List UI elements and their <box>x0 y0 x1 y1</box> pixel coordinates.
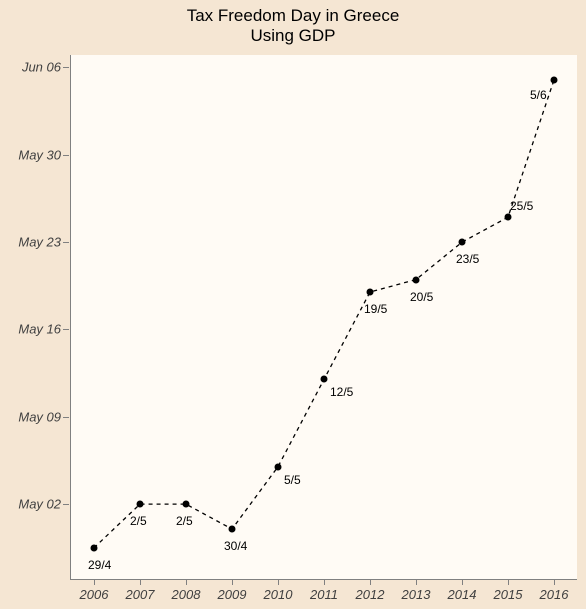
data-point <box>367 289 374 296</box>
x-axis-label: 2008 <box>172 587 201 602</box>
data-point <box>505 214 512 221</box>
x-axis-label: 2011 <box>310 587 338 602</box>
y-tick <box>63 417 69 418</box>
data-line <box>71 55 577 579</box>
y-axis-label: May 30 <box>18 147 61 162</box>
data-point-label: 20/5 <box>410 290 433 304</box>
x-tick <box>140 579 141 585</box>
data-point-label: 2/5 <box>176 514 193 528</box>
x-tick <box>186 579 187 585</box>
x-tick <box>416 579 417 585</box>
chart-title-line2: Using GDP <box>250 26 335 45</box>
y-axis-label: May 09 <box>18 409 61 424</box>
data-point <box>459 239 466 246</box>
y-axis-label: Jun 06 <box>22 60 61 75</box>
data-point-label: 25/5 <box>510 199 533 213</box>
y-axis-label: May 02 <box>18 497 61 512</box>
data-point-label: 29/4 <box>88 558 111 572</box>
data-point <box>137 501 144 508</box>
y-tick <box>63 504 69 505</box>
data-point <box>413 276 420 283</box>
x-axis-label: 2013 <box>402 587 431 602</box>
y-tick <box>63 67 69 68</box>
x-tick <box>232 579 233 585</box>
chart-title: Tax Freedom Day in Greece Using GDP <box>0 6 586 47</box>
x-tick <box>370 579 371 585</box>
data-point-label: 5/5 <box>284 473 301 487</box>
x-axis-label: 2010 <box>264 587 293 602</box>
x-tick <box>278 579 279 585</box>
data-point <box>183 501 190 508</box>
data-point-label: 19/5 <box>364 302 387 316</box>
x-axis-label: 2009 <box>218 587 247 602</box>
data-point <box>275 463 282 470</box>
x-axis-label: 2012 <box>356 587 385 602</box>
data-point-label: 30/4 <box>224 539 247 553</box>
x-axis-label: 2014 <box>448 587 477 602</box>
x-axis-label: 2015 <box>494 587 523 602</box>
x-axis-label: 2007 <box>126 587 155 602</box>
data-point <box>91 544 98 551</box>
x-tick <box>554 579 555 585</box>
y-tick <box>63 329 69 330</box>
data-point <box>321 376 328 383</box>
data-point-label: 23/5 <box>456 252 479 266</box>
data-point-label: 2/5 <box>130 514 147 528</box>
data-point <box>229 526 236 533</box>
x-tick <box>508 579 509 585</box>
chart-container: Tax Freedom Day in Greece Using GDP May … <box>0 0 586 609</box>
data-point <box>551 76 558 83</box>
y-axis-label: May 23 <box>18 235 61 250</box>
x-axis-label: 2006 <box>80 587 109 602</box>
data-point-label: 12/5 <box>330 385 353 399</box>
y-axis-label: May 16 <box>18 322 61 337</box>
x-tick <box>462 579 463 585</box>
data-point-label: 5/6 <box>530 88 547 102</box>
plot-area: May 02May 09May 16May 23May 30Jun 062006… <box>70 55 577 580</box>
x-tick <box>94 579 95 585</box>
x-axis-label: 2016 <box>540 587 569 602</box>
y-tick <box>63 242 69 243</box>
chart-title-line1: Tax Freedom Day in Greece <box>187 6 400 25</box>
y-tick <box>63 155 69 156</box>
x-tick <box>324 579 325 585</box>
